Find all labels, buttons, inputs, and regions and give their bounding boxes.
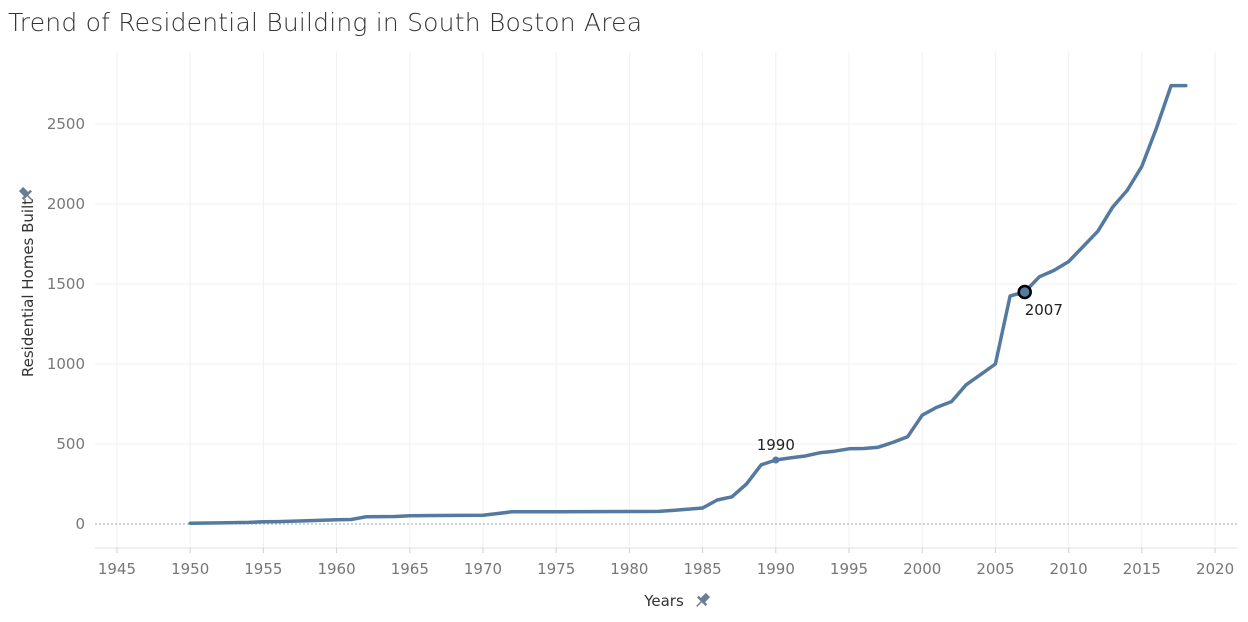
annotation-point-1990[interactable] — [772, 456, 780, 464]
x-tick-label: 1975 — [537, 560, 575, 578]
x-tick-label: 1980 — [610, 560, 648, 578]
y-axis-pin-icon[interactable] — [17, 185, 37, 205]
annotation-label-2007: 2007 — [1025, 301, 1063, 319]
y-tick-label: 500 — [56, 435, 85, 453]
y-tick-label: 2000 — [47, 195, 85, 213]
grid-lines — [95, 52, 1237, 548]
y-tick-label: 1500 — [47, 275, 85, 293]
chart-title: Trend of Residential Building in South B… — [8, 8, 643, 37]
x-axis-ticks: 1945 1950 1955 1960 1965 1970 1975 1980 1985 1990… — [95, 547, 1237, 578]
x-tick-label: 1995 — [830, 560, 868, 578]
x-tick-label: 1950 — [171, 560, 209, 578]
x-tick-label: 1985 — [684, 560, 722, 578]
x-tick-label: 1965 — [391, 560, 429, 578]
y-axis-title: Residential Homes Built — [19, 199, 37, 377]
annotations: 1990 2007 — [757, 284, 1063, 464]
y-axis-ticks: 0 500 1000 1500 2000 2500 — [47, 115, 85, 533]
x-tick-label: 1960 — [317, 560, 355, 578]
y-tick-label: 0 — [75, 515, 85, 533]
x-tick-label: 2015 — [1123, 560, 1161, 578]
y-tick-label: 2500 — [47, 115, 85, 133]
x-tick-label: 1955 — [244, 560, 282, 578]
x-tick-label: 1945 — [98, 560, 136, 578]
x-tick-label: 1970 — [464, 560, 502, 578]
annotation-point-2007[interactable] — [1017, 284, 1032, 300]
x-tick-label: 2020 — [1196, 560, 1234, 578]
x-tick-label: 2005 — [976, 560, 1014, 578]
x-axis-pin-icon[interactable] — [692, 591, 712, 611]
series-line[interactable] — [188, 83, 1188, 525]
x-tick-label: 2010 — [1050, 560, 1088, 578]
y-tick-label: 1000 — [47, 355, 85, 373]
x-tick-label: 1990 — [757, 560, 795, 578]
annotation-label-1990: 1990 — [757, 436, 795, 454]
x-tick-label: 2000 — [903, 560, 941, 578]
x-axis-title: Years — [643, 592, 684, 610]
